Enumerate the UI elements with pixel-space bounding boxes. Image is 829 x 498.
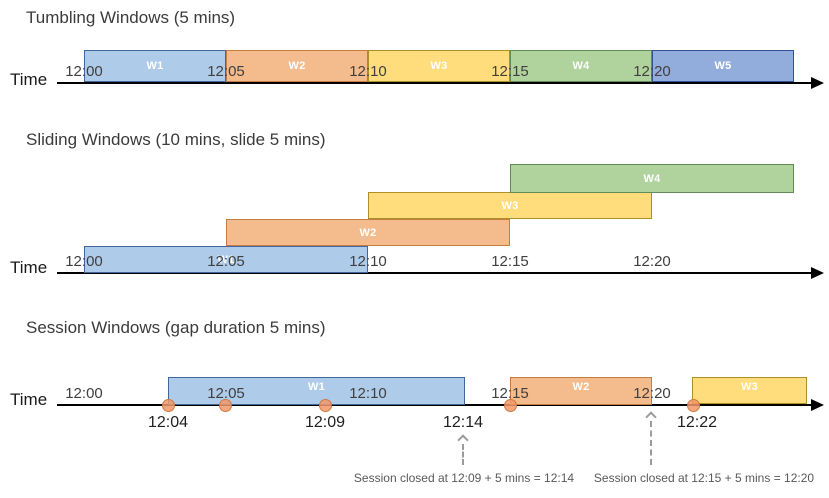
window-label: W3 bbox=[501, 199, 519, 212]
event-time-label: 12:09 bbox=[304, 414, 346, 431]
sliding-w3-bar: W3 bbox=[368, 192, 652, 219]
session-w1-bar: W1 bbox=[168, 377, 465, 405]
sliding-w2-bar: W2 bbox=[226, 219, 510, 246]
annotation-arrow-line bbox=[462, 444, 464, 465]
tick-label: 12:20 bbox=[633, 253, 671, 270]
tumbling-w3-bar: W3 bbox=[368, 50, 510, 82]
window-label: W2 bbox=[572, 381, 590, 393]
window-label: W3 bbox=[430, 60, 448, 72]
annotation-text: Session closed at 12:15 + 5 mins = 12:20 bbox=[593, 471, 815, 485]
window-label: W5 bbox=[714, 60, 732, 72]
sliding-w4-bar: W4 bbox=[510, 164, 794, 193]
diagram-title: Session Windows (gap duration 5 mins) bbox=[26, 318, 326, 337]
window-label: W2 bbox=[288, 60, 306, 72]
event-time-label: 12:14 bbox=[442, 414, 484, 431]
tick-label: 12:05 bbox=[207, 63, 245, 80]
tick-label: 12:20 bbox=[633, 63, 671, 80]
window-label: W4 bbox=[643, 172, 661, 185]
annotation-text: Session closed at 12:09 + 5 mins = 12:14 bbox=[353, 471, 575, 485]
tumbling-w1-bar: W1 bbox=[84, 50, 226, 82]
timeline bbox=[57, 82, 813, 84]
tick-label: 12:00 bbox=[65, 63, 103, 80]
session-w3-bar: W3 bbox=[692, 377, 807, 404]
session-w2-bar: W2 bbox=[510, 377, 652, 405]
tumbling-w2-bar: W2 bbox=[226, 50, 368, 82]
tumbling-w5-bar: W5 bbox=[652, 50, 794, 82]
tick-label: 12:10 bbox=[349, 253, 387, 270]
tumbling-w4-bar: W4 bbox=[510, 50, 652, 82]
diagram-title: Sliding Windows (10 mins, slide 5 mins) bbox=[26, 130, 326, 149]
tick-label: 12:00 bbox=[65, 385, 103, 402]
annotation-arrow-line bbox=[650, 421, 652, 465]
tick-label: 12:15 bbox=[491, 63, 529, 80]
tick-label: 12:10 bbox=[349, 385, 387, 402]
window-label: W2 bbox=[359, 226, 377, 239]
window-label: W3 bbox=[740, 381, 759, 393]
window-label: W1 bbox=[307, 381, 326, 393]
event-dot bbox=[219, 399, 232, 412]
event-dot bbox=[504, 399, 517, 412]
window-label: W1 bbox=[217, 253, 235, 266]
timeline bbox=[57, 404, 813, 406]
time-axis-label: Time bbox=[10, 390, 48, 409]
event-time-label: 12:22 bbox=[676, 414, 718, 431]
time-axis-label: Time bbox=[10, 258, 48, 277]
diagram-title: Tumbling Windows (5 mins) bbox=[26, 8, 236, 27]
tick-label: 12:05 bbox=[207, 385, 245, 402]
event-dot bbox=[319, 399, 332, 412]
tick-label: 12:10 bbox=[349, 63, 387, 80]
timeline bbox=[57, 272, 813, 274]
timeline-arrowhead-icon bbox=[811, 267, 824, 279]
window-label: W1 bbox=[146, 60, 164, 72]
tick-label: 12:15 bbox=[491, 385, 529, 402]
event-dot bbox=[687, 399, 700, 412]
tick-label: 12:00 bbox=[65, 253, 103, 270]
timeline-arrowhead-icon bbox=[811, 77, 824, 89]
event-time-label: 12:04 bbox=[147, 414, 189, 431]
event-dot bbox=[162, 399, 175, 412]
sliding-w1-bar: W1 bbox=[84, 246, 368, 273]
timeline-arrowhead-icon bbox=[811, 399, 824, 411]
window-label: W4 bbox=[572, 60, 590, 72]
time-axis-label: Time bbox=[10, 70, 48, 89]
tick-label: 12:15 bbox=[491, 253, 529, 270]
tick-label: 12:05 bbox=[207, 253, 245, 270]
tick-label: 12:20 bbox=[633, 385, 671, 402]
